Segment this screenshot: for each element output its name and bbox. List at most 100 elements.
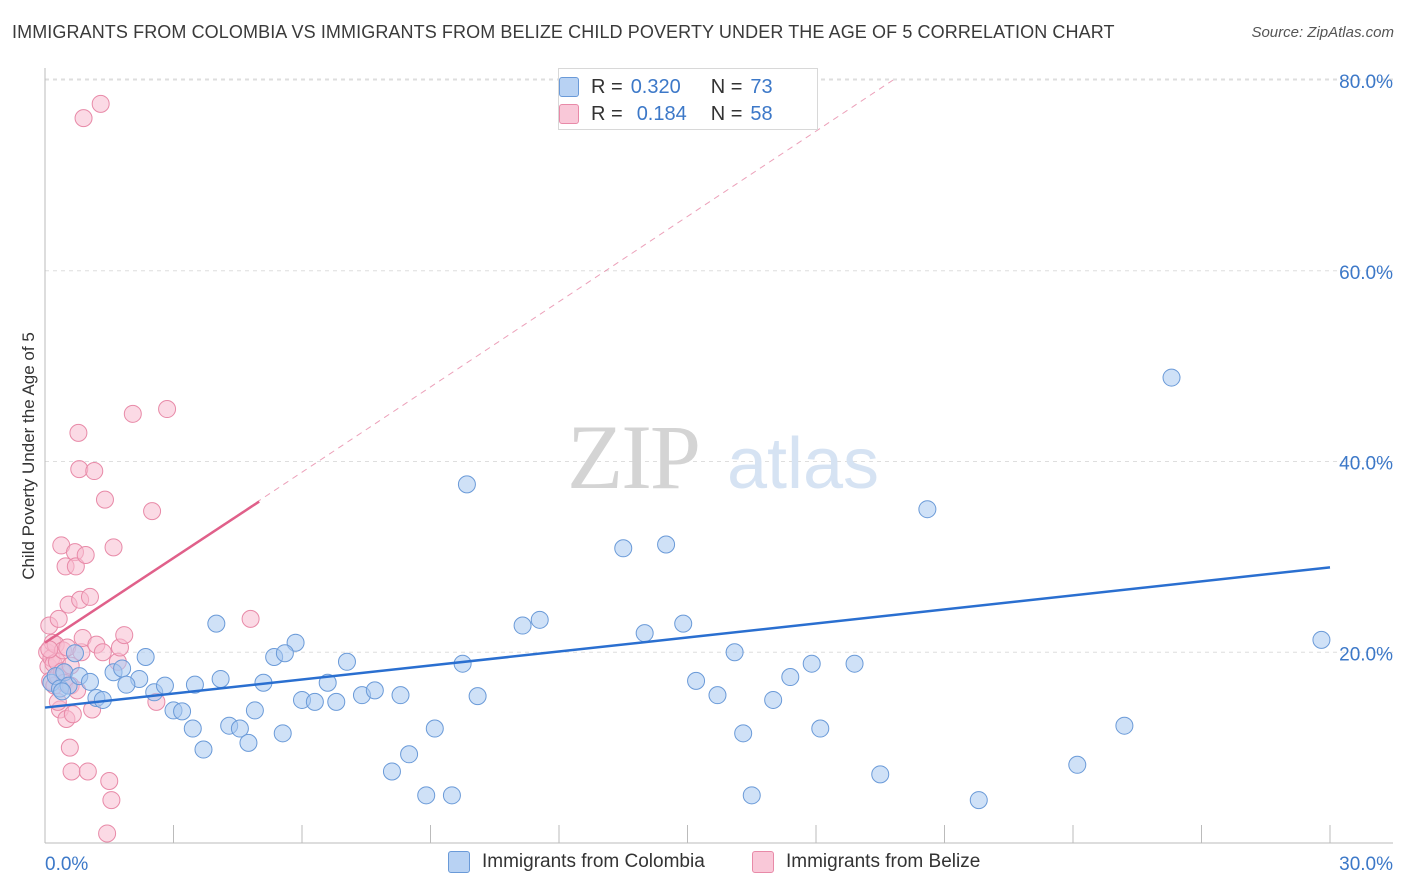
legend-swatch-belize bbox=[752, 851, 774, 873]
data-point-belize bbox=[100, 772, 119, 791]
y-tick-label: 20.0% bbox=[1339, 644, 1393, 665]
legend-row-colombia: R = 0.320 N = 73 bbox=[559, 75, 773, 99]
data-point-colombia bbox=[391, 686, 410, 705]
data-point-belize bbox=[143, 502, 162, 521]
data-point-belize bbox=[98, 824, 117, 843]
data-point-belize bbox=[95, 490, 114, 509]
data-point-colombia bbox=[185, 675, 204, 694]
data-point-colombia bbox=[275, 644, 294, 663]
series-colombia bbox=[42, 368, 1331, 810]
data-point-colombia bbox=[155, 676, 174, 695]
trend-lines bbox=[44, 79, 1331, 709]
legend-n-label: N = bbox=[710, 75, 743, 98]
grid-lines bbox=[45, 78, 1393, 653]
data-point-colombia bbox=[207, 614, 226, 633]
data-point-belize bbox=[93, 643, 112, 662]
data-point-colombia bbox=[802, 654, 821, 673]
data-point-colombia bbox=[687, 671, 706, 690]
data-point-belize bbox=[102, 791, 121, 810]
data-point-belize bbox=[115, 626, 134, 645]
data-point-belize bbox=[66, 557, 85, 576]
data-point-colombia bbox=[337, 652, 356, 671]
x-tick-label-max: 30.0% bbox=[1339, 854, 1393, 875]
data-point-colombia bbox=[734, 724, 753, 743]
legend-item-belize[interactable]: Immigrants from Belize bbox=[752, 851, 980, 873]
data-point-colombia bbox=[173, 702, 192, 721]
data-point-colombia bbox=[442, 786, 461, 805]
axis-labels: 20.0% 40.0% 60.0% 80.0% 0.0% 30.0% Child Pover… bbox=[19, 72, 1393, 875]
data-point-colombia bbox=[513, 616, 532, 635]
legend-swatch-colombia bbox=[559, 77, 579, 97]
data-point-colombia bbox=[382, 762, 401, 781]
data-point-colombia bbox=[65, 644, 84, 663]
data-point-colombia bbox=[811, 719, 830, 738]
axes bbox=[44, 68, 1393, 844]
data-point-belize bbox=[158, 400, 177, 419]
legend-swatch-colombia bbox=[448, 851, 470, 873]
data-point-colombia bbox=[327, 692, 346, 711]
legend-r-value: 0.184 bbox=[636, 102, 687, 125]
data-point-colombia bbox=[468, 687, 487, 706]
data-point-colombia bbox=[136, 648, 155, 667]
data-point-belize bbox=[123, 404, 142, 423]
data-point-colombia bbox=[781, 668, 800, 687]
data-point-colombia bbox=[614, 539, 633, 558]
legend-label-belize: Immigrants from Belize bbox=[786, 851, 981, 872]
data-point-belize bbox=[76, 545, 95, 564]
legend-r-label: R = bbox=[591, 75, 623, 98]
watermark-atlas: atlas bbox=[727, 424, 879, 504]
correlation-legend: R = 0.320 N = 73 R = 0.184 N = 58 bbox=[558, 68, 818, 130]
data-point-colombia bbox=[318, 673, 337, 692]
data-point-belize bbox=[63, 705, 82, 724]
y-tick-label: 60.0% bbox=[1339, 263, 1393, 284]
data-point-colombia bbox=[183, 719, 202, 738]
data-point-colombia bbox=[1162, 368, 1181, 387]
data-point-colombia bbox=[725, 643, 744, 662]
legend-swatch-belize bbox=[559, 104, 579, 124]
data-point-colombia bbox=[239, 733, 258, 752]
data-point-colombia bbox=[764, 690, 783, 709]
chart-title: IMMIGRANTS FROM COLOMBIA VS IMMIGRANTS F… bbox=[12, 22, 1115, 42]
data-point-colombia bbox=[80, 672, 99, 691]
data-point-colombia bbox=[305, 692, 324, 711]
watermark-zip: ZIP bbox=[567, 406, 699, 508]
data-point-colombia bbox=[969, 791, 988, 810]
data-point-colombia bbox=[400, 745, 419, 764]
data-point-colombia bbox=[1115, 716, 1134, 735]
data-point-belize bbox=[62, 762, 81, 781]
data-point-belize bbox=[91, 94, 110, 113]
y-tick-label: 80.0% bbox=[1339, 72, 1393, 93]
data-point-belize bbox=[78, 762, 97, 781]
data-point-colombia bbox=[194, 740, 213, 759]
data-point-colombia bbox=[1312, 630, 1331, 649]
data-point-colombia bbox=[273, 724, 292, 743]
data-point-colombia bbox=[742, 786, 761, 805]
data-point-colombia bbox=[425, 719, 444, 738]
data-point-belize bbox=[60, 738, 79, 757]
legend-item-colombia[interactable]: Immigrants from Colombia bbox=[448, 851, 705, 873]
data-point-belize bbox=[104, 538, 123, 557]
series-belize bbox=[38, 94, 260, 843]
data-point-colombia bbox=[635, 624, 654, 643]
data-point-belize bbox=[85, 462, 104, 481]
data-point-belize bbox=[70, 460, 89, 479]
data-point-colombia bbox=[918, 500, 937, 519]
data-point-colombia bbox=[1068, 755, 1087, 774]
data-point-colombia bbox=[708, 686, 727, 705]
legend-r-value: 0.320 bbox=[630, 75, 681, 98]
data-point-belize bbox=[69, 423, 88, 442]
data-point-colombia bbox=[417, 786, 436, 805]
data-point-colombia bbox=[674, 614, 693, 633]
y-axis-title: Child Poverty Under the Age of 5 bbox=[19, 332, 38, 580]
data-point-colombia bbox=[871, 765, 890, 784]
data-point-colombia bbox=[211, 669, 230, 688]
data-point-colombia bbox=[245, 701, 264, 720]
data-point-colombia bbox=[657, 535, 676, 554]
source-label: Source: ZipAtlas.com bbox=[1251, 24, 1394, 41]
data-point-colombia bbox=[365, 681, 384, 700]
legend-n-value: 73 bbox=[750, 75, 773, 98]
data-point-belize bbox=[40, 640, 59, 659]
data-point-colombia bbox=[845, 654, 864, 673]
data-point-colombia bbox=[230, 719, 249, 738]
